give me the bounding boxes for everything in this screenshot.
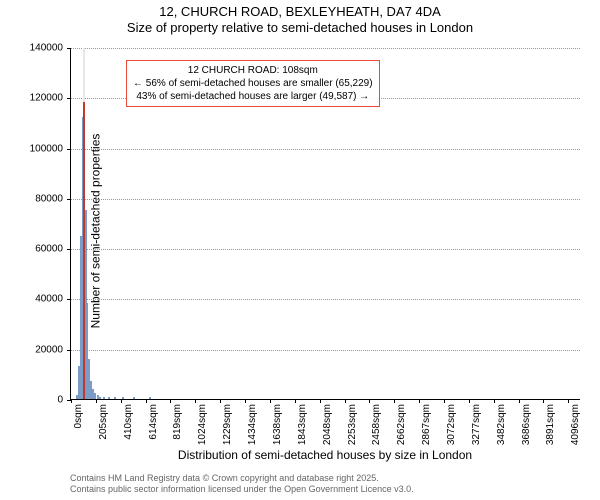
x-tick-label: 4096sqm: [570, 404, 581, 445]
x-tick-label: 1434sqm: [247, 404, 258, 445]
histogram-bar: [133, 397, 135, 399]
gridline: [71, 350, 580, 351]
y-tick-label: 100000: [30, 143, 63, 154]
y-tick-label: 140000: [30, 43, 63, 54]
y-tick-label: 40000: [35, 294, 63, 305]
y-tick-label: 20000: [35, 344, 63, 355]
title-line-2: Size of property relative to semi-detach…: [0, 20, 600, 35]
x-tick-label: 0sqm: [73, 404, 84, 428]
gridline: [71, 299, 580, 300]
annotation-line-3: 43% of semi-detached houses are larger (…: [133, 90, 373, 103]
histogram-bar: [122, 397, 124, 399]
histogram-bar: [149, 397, 151, 399]
footer-line-1: Contains HM Land Registry data © Crown c…: [70, 473, 414, 485]
annotation-line-2: ← 56% of semi-detached houses are smalle…: [133, 77, 373, 90]
y-tick-label: 120000: [30, 93, 63, 104]
x-tick-label: 2253sqm: [347, 404, 358, 445]
title-line-1: 12, CHURCH ROAD, BEXLEYHEATH, DA7 4DA: [0, 4, 600, 19]
x-tick-label: 2048sqm: [322, 404, 333, 445]
chart-footer: Contains HM Land Registry data © Crown c…: [70, 473, 414, 496]
histogram-bar: [108, 397, 110, 399]
x-tick-label: 3686sqm: [521, 404, 532, 445]
y-tick-label: 60000: [35, 244, 63, 255]
x-tick-label: 1843sqm: [297, 404, 308, 445]
x-tick-label: 2662sqm: [396, 404, 407, 445]
gridline: [71, 249, 580, 250]
footer-line-2: Contains public sector information licen…: [70, 484, 414, 496]
gridline: [71, 48, 580, 49]
annotation-line-1: 12 CHURCH ROAD: 108sqm: [133, 64, 373, 77]
gridline: [71, 199, 580, 200]
x-tick-label: 3891sqm: [545, 404, 556, 445]
x-tick-label: 410sqm: [123, 404, 134, 440]
chart-container: 12, CHURCH ROAD, BEXLEYHEATH, DA7 4DA Si…: [0, 0, 600, 500]
annotation-box: 12 CHURCH ROAD: 108sqm ← 56% of semi-det…: [126, 60, 380, 107]
x-tick-label: 614sqm: [148, 404, 159, 440]
x-axis-label: Distribution of semi-detached houses by …: [70, 448, 580, 462]
x-tick-label: 3482sqm: [496, 404, 507, 445]
x-tick-label: 3277sqm: [471, 404, 482, 445]
x-tick-label: 1638sqm: [272, 404, 283, 445]
gridline: [71, 149, 580, 150]
histogram-bar: [99, 397, 101, 399]
x-tick-label: 2458sqm: [371, 404, 382, 445]
chart-title: 12, CHURCH ROAD, BEXLEYHEATH, DA7 4DA Si…: [0, 0, 600, 35]
y-tick-label: 0: [57, 395, 63, 406]
x-tick-label: 2867sqm: [421, 404, 432, 445]
x-tick-label: 819sqm: [172, 404, 183, 440]
x-tick-label: 1024sqm: [197, 404, 208, 445]
histogram-bar: [103, 397, 105, 399]
x-tick-label: 1229sqm: [222, 404, 233, 445]
y-tick-label: 80000: [35, 193, 63, 204]
y-axis: 020000400006000080000100000120000140000: [0, 48, 65, 400]
histogram-bar: [114, 397, 116, 399]
x-tick-label: 205sqm: [98, 404, 109, 440]
plot-area: 12 CHURCH ROAD: 108sqm ← 56% of semi-det…: [70, 48, 580, 400]
x-tick-label: 3072sqm: [446, 404, 457, 445]
